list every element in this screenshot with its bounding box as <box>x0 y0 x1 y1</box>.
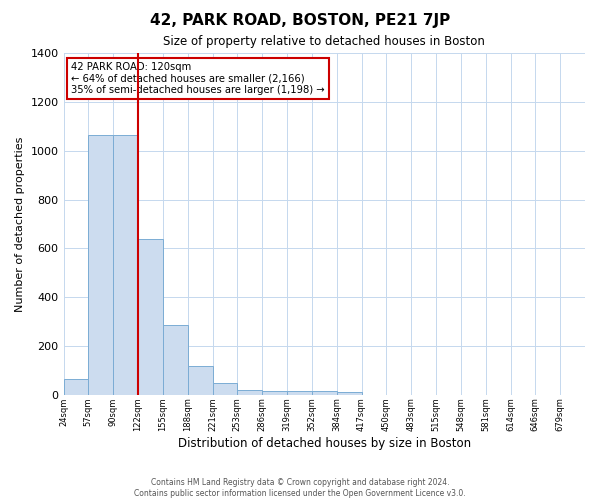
Y-axis label: Number of detached properties: Number of detached properties <box>15 136 25 312</box>
Bar <box>64 379 88 395</box>
Bar <box>188 366 212 395</box>
Bar <box>287 391 312 395</box>
Bar <box>262 391 287 395</box>
Bar <box>163 326 188 395</box>
Bar <box>238 390 262 395</box>
Text: 42, PARK ROAD, BOSTON, PE21 7JP: 42, PARK ROAD, BOSTON, PE21 7JP <box>150 12 450 28</box>
Bar <box>212 382 238 395</box>
Bar <box>138 238 163 395</box>
Text: 42 PARK ROAD: 120sqm
← 64% of detached houses are smaller (2,166)
35% of semi-de: 42 PARK ROAD: 120sqm ← 64% of detached h… <box>71 62 325 95</box>
Bar <box>337 392 362 395</box>
Bar <box>88 135 113 395</box>
Bar <box>113 135 138 395</box>
Title: Size of property relative to detached houses in Boston: Size of property relative to detached ho… <box>163 35 485 48</box>
Text: Contains HM Land Registry data © Crown copyright and database right 2024.
Contai: Contains HM Land Registry data © Crown c… <box>134 478 466 498</box>
Bar <box>312 391 337 395</box>
X-axis label: Distribution of detached houses by size in Boston: Distribution of detached houses by size … <box>178 437 471 450</box>
